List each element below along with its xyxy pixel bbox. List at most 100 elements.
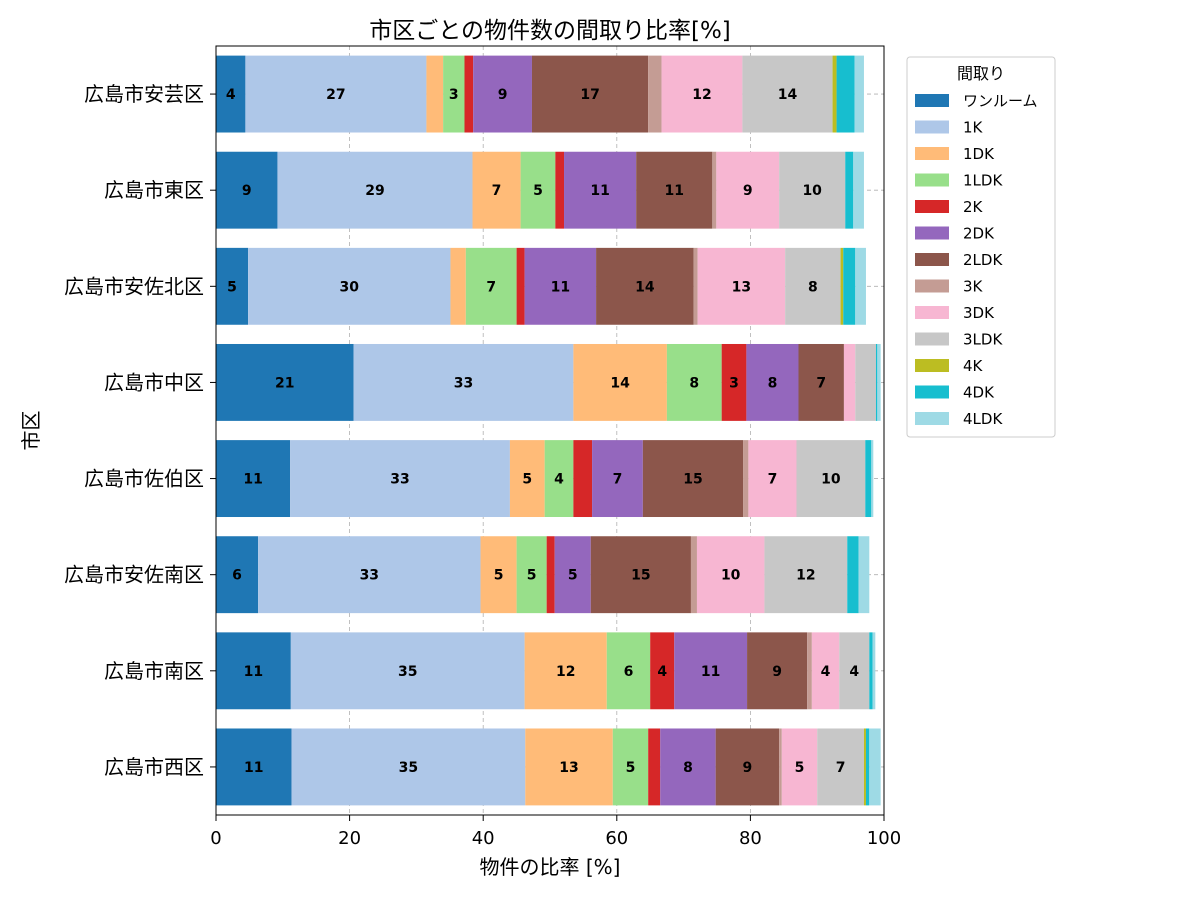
- bar-segment: [426, 55, 444, 133]
- bar-segment: [832, 55, 837, 133]
- bar-segment: [573, 440, 593, 518]
- legend-entry: 2K: [963, 198, 984, 216]
- bar-segment: [648, 55, 662, 133]
- data-label: 33: [360, 568, 379, 584]
- bar-segment: [650, 632, 675, 710]
- legend-entry: 2LDK: [963, 251, 1003, 269]
- bar-segment: [865, 728, 870, 806]
- data-label: 11: [665, 183, 684, 199]
- legend-swatch: [915, 147, 949, 160]
- legend-swatch: [915, 385, 949, 399]
- bar-segment: [674, 632, 748, 710]
- bar-segment: [715, 728, 780, 806]
- data-label: 11: [701, 664, 720, 680]
- bar-segment: [636, 151, 713, 229]
- legend-swatch: [915, 253, 949, 266]
- bar-segment: [564, 151, 637, 229]
- data-label: 8: [683, 760, 693, 776]
- data-label: 17: [580, 87, 599, 103]
- bar-segment: [817, 728, 864, 806]
- legend-entry: 3LDK: [963, 331, 1003, 349]
- data-label: 5: [527, 568, 537, 584]
- data-label: 12: [796, 568, 815, 584]
- data-label: 21: [275, 375, 294, 391]
- bar-segment: [472, 151, 521, 229]
- bar-segment: [661, 55, 743, 133]
- bars: [216, 55, 881, 806]
- legend-swatch: [915, 332, 949, 346]
- bar-segment: [854, 55, 864, 133]
- data-label: 11: [590, 183, 609, 199]
- data-label: 8: [768, 375, 778, 391]
- bar-segment: [216, 247, 249, 325]
- data-label: 4: [657, 664, 667, 680]
- data-label: 7: [613, 472, 623, 488]
- legend-entry: ワンルーム: [963, 92, 1038, 110]
- bar-segment: [480, 536, 517, 614]
- data-label: 7: [492, 183, 502, 199]
- data-label: 14: [778, 87, 798, 103]
- y-tick-label: 広島市中区: [104, 370, 204, 394]
- bar-segment: [781, 728, 818, 806]
- bar-segment: [693, 247, 698, 325]
- bar-segment: [546, 536, 555, 614]
- legend-entry: 3K: [963, 278, 984, 296]
- bar-segment: [721, 343, 747, 421]
- bar-segment: [855, 247, 866, 325]
- data-label: 30: [340, 279, 360, 295]
- bar-segment: [747, 632, 808, 710]
- data-label: 15: [683, 472, 702, 488]
- data-label: 13: [732, 279, 751, 295]
- data-label: 5: [795, 760, 805, 776]
- data-label: 3: [449, 87, 459, 103]
- bar-segment: [840, 247, 844, 325]
- chart-title: 市区ごとの物件数の間取り比率[%]: [369, 18, 731, 44]
- legend-entry: 1LDK: [963, 172, 1003, 190]
- bar-segment: [843, 343, 856, 421]
- legend-entry: 4DK: [963, 384, 995, 402]
- bar-segment: [716, 151, 780, 229]
- bar-segment: [690, 536, 697, 614]
- legend-swatch: [915, 279, 949, 293]
- bar-segment: [525, 728, 613, 806]
- x-tick-label: 100: [867, 828, 901, 849]
- plot-frame: [215, 45, 885, 816]
- bar-segment: [516, 247, 525, 325]
- data-label: 4: [849, 664, 859, 680]
- data-label: 6: [232, 568, 242, 584]
- bar-segment: [554, 536, 591, 614]
- legend-swatch: [915, 94, 949, 107]
- bar-segment: [450, 247, 466, 325]
- bar-segment: [779, 728, 782, 806]
- data-label: 7: [768, 472, 778, 488]
- x-tick-label: 80: [739, 828, 762, 849]
- data-label: 12: [692, 87, 711, 103]
- bar-segment: [465, 247, 517, 325]
- bar-segment: [573, 343, 667, 421]
- legend: 間取り ワンルーム 1K 1DK 1LDK 2K 2DK 2LDK 3K 3DK 3LDK 4K 4D…: [906, 56, 1056, 438]
- bar-segment: [590, 536, 691, 614]
- legend-swatch: [915, 173, 949, 187]
- data-label: 11: [551, 279, 570, 295]
- data-label: 33: [390, 472, 409, 488]
- data-label: 27: [326, 87, 345, 103]
- bar-segment: [743, 440, 749, 518]
- bar-segment: [524, 247, 597, 325]
- x-tick-label: 60: [605, 828, 628, 849]
- legend-entry: 4LDK: [963, 410, 1003, 428]
- bar-segment: [869, 632, 873, 710]
- data-label: 9: [743, 183, 753, 199]
- bar-segment: [290, 440, 510, 518]
- data-label: 7: [836, 760, 846, 776]
- bar-segment: [843, 247, 856, 325]
- data-label: 15: [631, 568, 650, 584]
- data-label: 5: [227, 279, 237, 295]
- bar-segment: [612, 728, 649, 806]
- bar-segment: [712, 151, 717, 229]
- legend-entry: 3DK: [963, 304, 995, 322]
- data-label: 5: [568, 568, 578, 584]
- y-tick-label: 広島市安佐南区: [64, 563, 204, 587]
- data-label: 3: [729, 375, 739, 391]
- bar-segment: [291, 728, 526, 806]
- bar-segment: [796, 440, 866, 518]
